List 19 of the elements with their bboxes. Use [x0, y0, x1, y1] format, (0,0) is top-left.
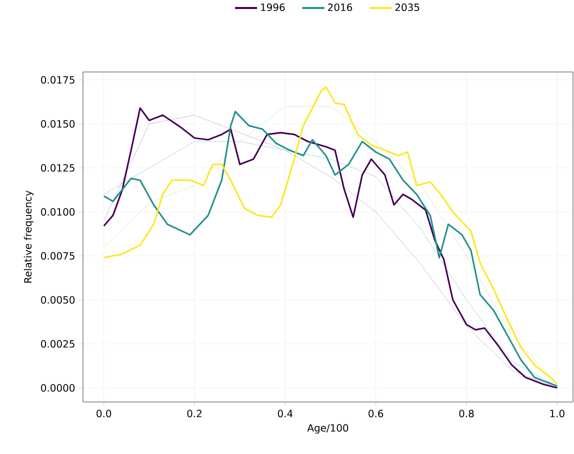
- x-tick-label: 0.6: [368, 410, 384, 418]
- y-tick-label: 0.0100: [41, 208, 75, 216]
- legend-label: 2035: [395, 4, 420, 12]
- x-axis-title: Age/100: [307, 424, 348, 434]
- y-tick-label: 0.0025: [41, 340, 74, 348]
- x-tick-label: 0.4: [278, 410, 293, 418]
- x-tick-label: 1.0: [550, 410, 564, 418]
- x-tick-label: 0.2: [187, 410, 202, 418]
- y-tick-label: 0.0000: [41, 384, 75, 392]
- x-tick-label: 0.8: [459, 410, 474, 418]
- y-axis-title: Relative frequency: [24, 190, 34, 283]
- x-tick-label: 0.0: [96, 410, 112, 418]
- legend-label: 1996: [261, 4, 285, 12]
- y-tick-label: 0.0175: [41, 76, 74, 84]
- y-tick-label: 0.0150: [41, 120, 75, 128]
- y-tick-label: 0.0125: [41, 164, 74, 172]
- legend-label: 2016: [328, 4, 352, 12]
- y-tick-label: 0.0075: [41, 252, 74, 260]
- y-tick-label: 0.0050: [41, 296, 75, 304]
